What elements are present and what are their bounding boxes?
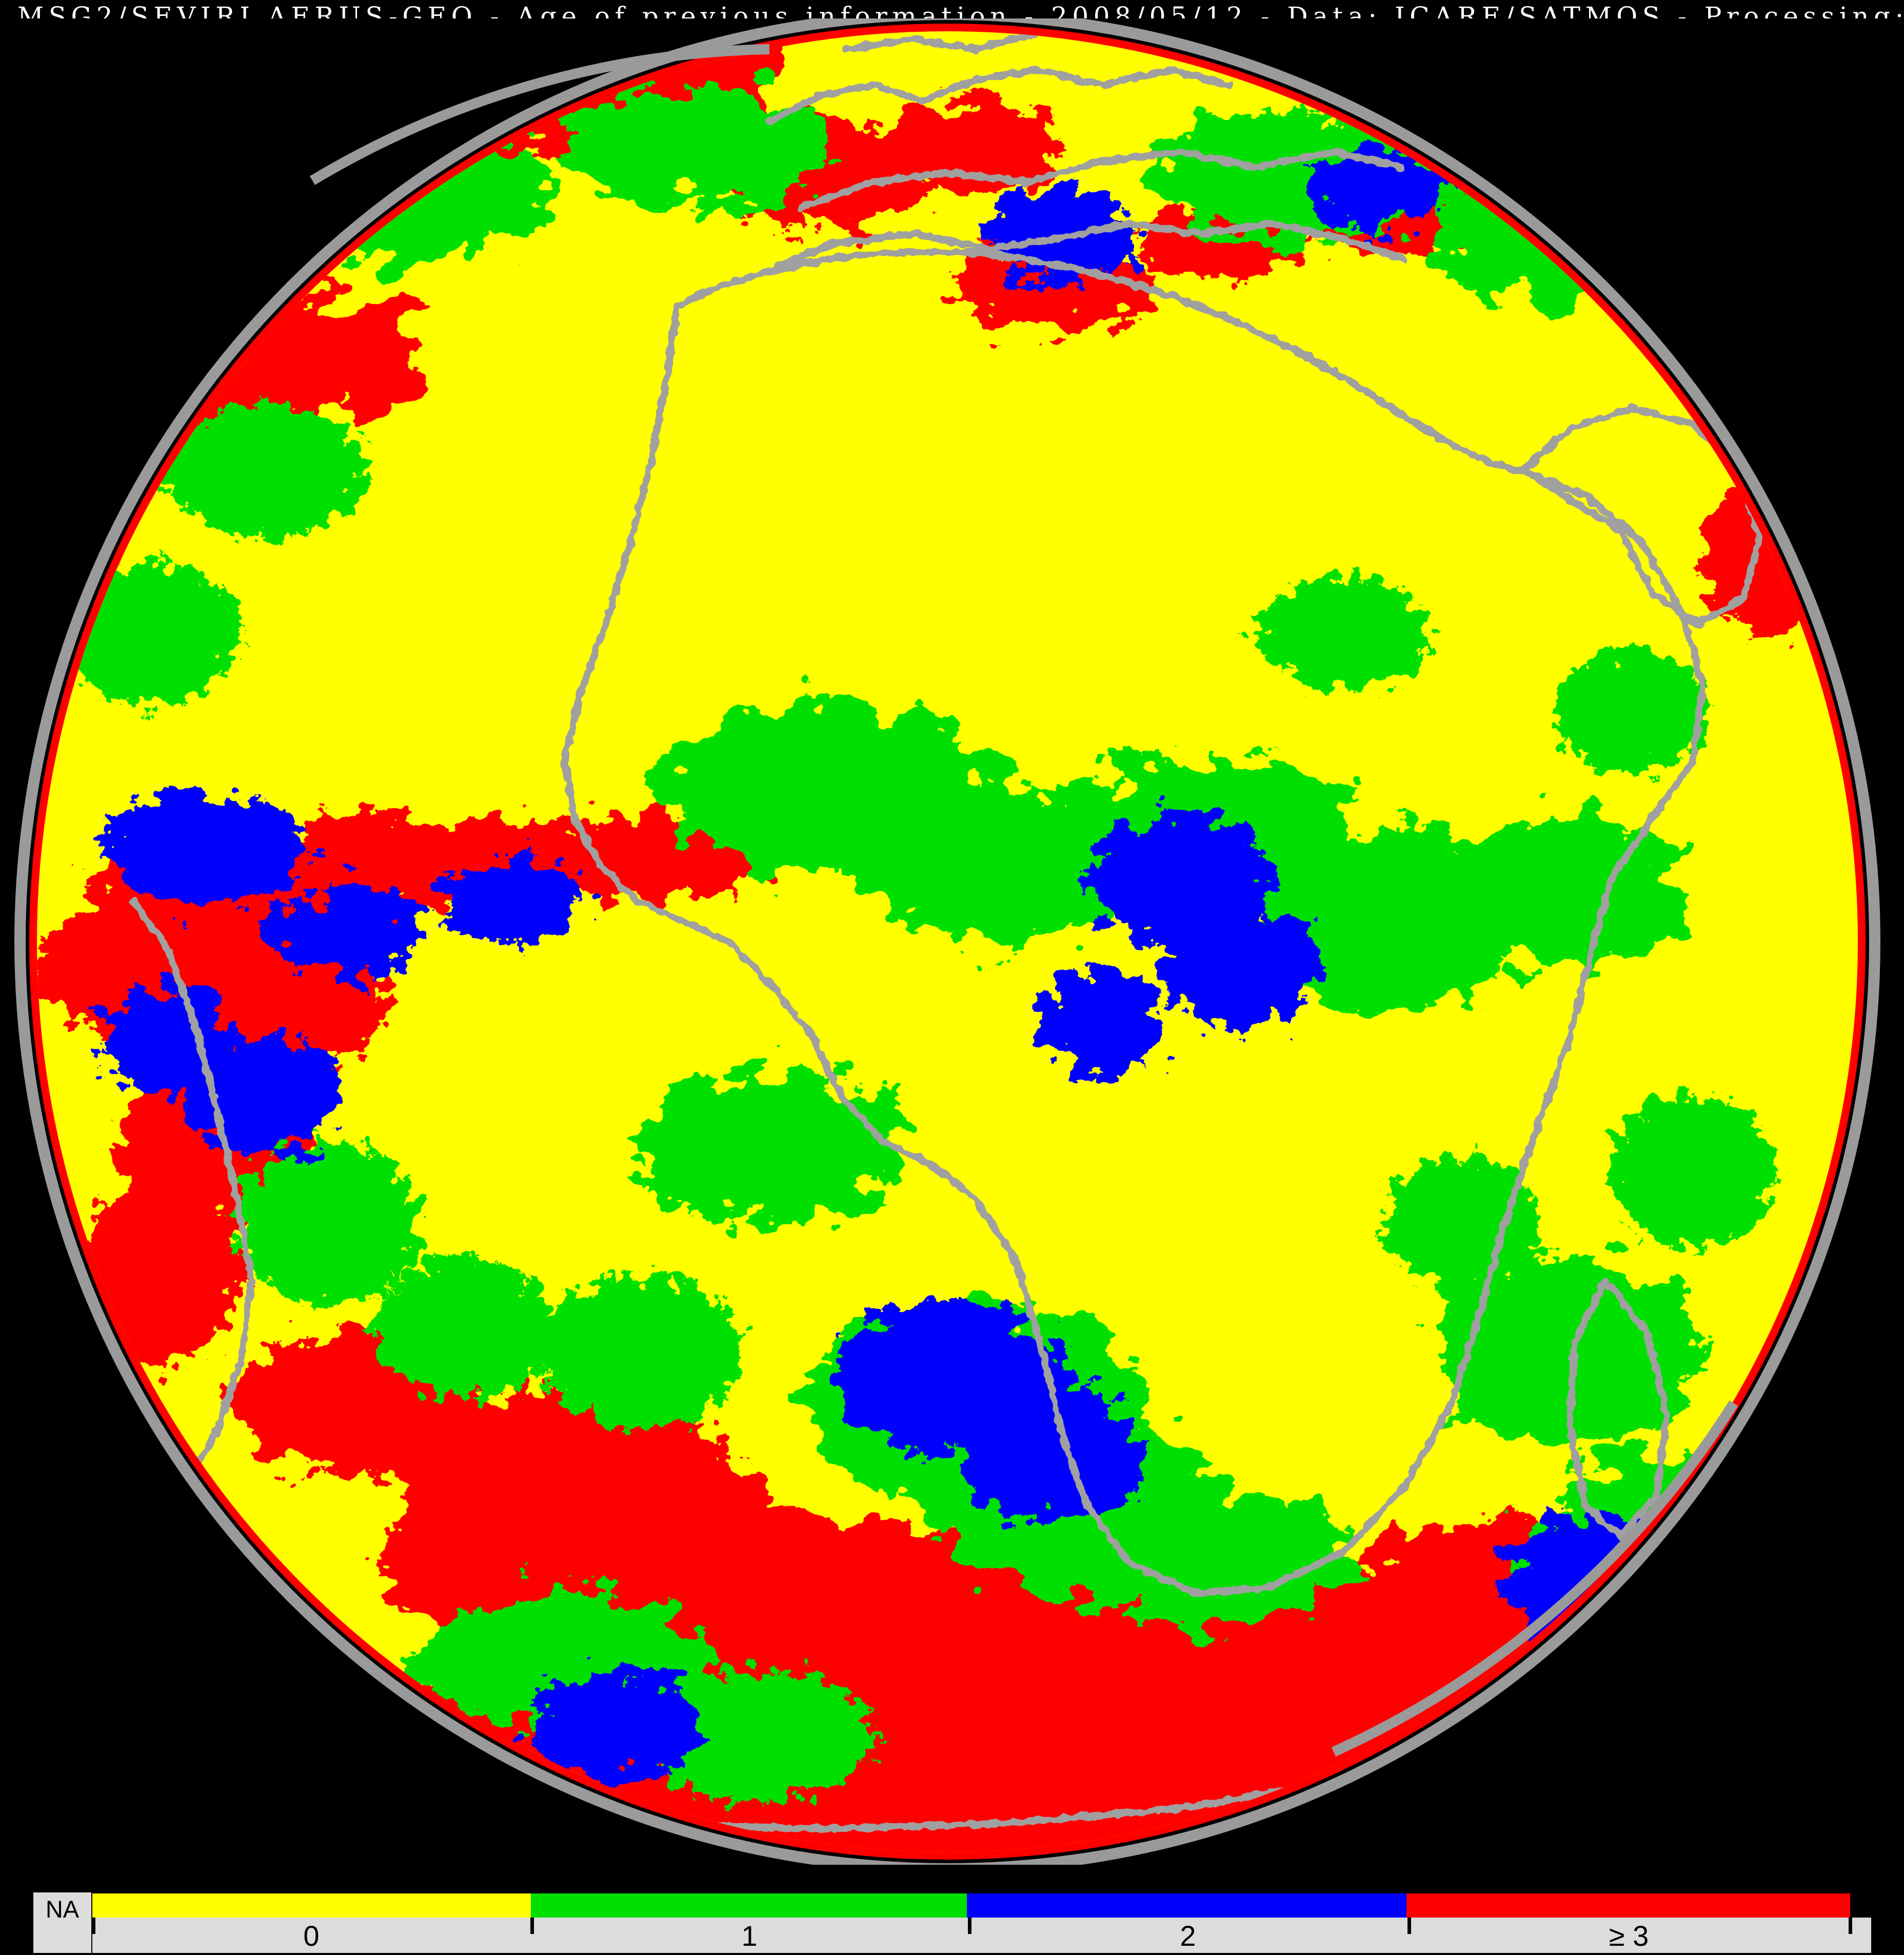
colorbar-segment-1 — [531, 1893, 967, 1918]
disk-outline-arc — [14, 18, 1880, 1865]
age-1-regions-2 — [67, 403, 1775, 1803]
colorbar-na-label: NA — [45, 1896, 80, 1923]
satellite-full-disk-image — [0, 18, 1904, 1865]
colorbar-tick-4 — [1849, 1918, 1852, 1934]
colorbar-tick-label-1: 1 — [741, 1920, 758, 1952]
colorbar-segment-2 — [966, 1893, 1406, 1918]
colorbar-tick-label-0: 0 — [303, 1920, 320, 1952]
colorbar-track — [92, 1893, 1850, 1918]
colorbar: NA 0 1 2 ≥ 3 — [0, 1892, 1904, 1955]
colorbar-tick-label-3: ≥ 3 — [1609, 1920, 1649, 1952]
colorbar-segment-3 — [1406, 1893, 1850, 1918]
colorbar-tick-2 — [968, 1918, 971, 1934]
colorbar-na-box — [33, 1892, 91, 1953]
colorbar-tick-0 — [92, 1918, 95, 1934]
colorbar-tick-3 — [1407, 1918, 1411, 1934]
colorbar-tick-label-2: 2 — [1180, 1920, 1196, 1952]
colorbar-segment-0 — [92, 1893, 531, 1918]
limb-grey-arcs — [309, 44, 1738, 1757]
colorbar-tick-1 — [530, 1918, 534, 1934]
full-disk-svg — [0, 18, 1904, 1865]
colorbar-label-strip — [92, 1918, 1871, 1953]
